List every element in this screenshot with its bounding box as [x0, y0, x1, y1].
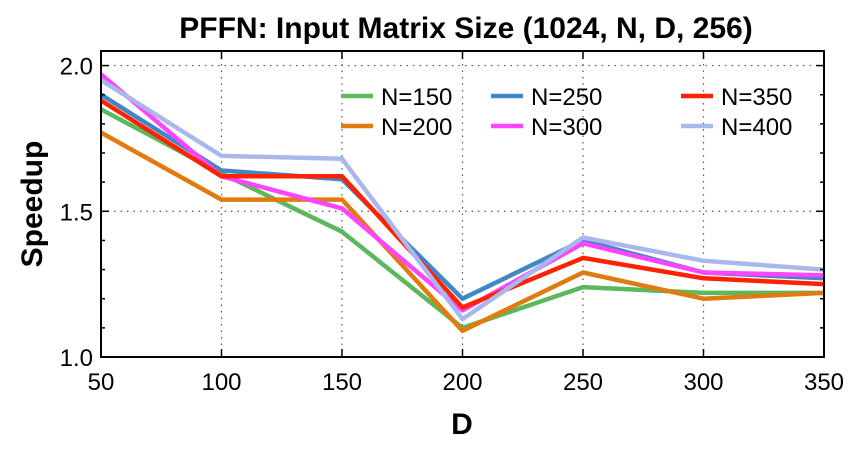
legend-label-1: N=200: [381, 114, 452, 141]
x-axis-label: D: [451, 408, 473, 441]
x-tick-label-2: 150: [322, 369, 362, 396]
legend: N=150 N=200 N=250 N=300 N=350 N=400: [341, 84, 792, 141]
series-line-n-400: [99, 78, 825, 322]
y-tick-label-1: 1.5: [60, 199, 93, 226]
series-line-n-250: [99, 92, 825, 301]
legend-label-0: N=150: [381, 84, 452, 111]
y-tick-labels: 1.0 1.5 2.0: [60, 54, 93, 372]
series-line-n-350: [99, 98, 825, 310]
x-tick-labels: 50 100 150 200 250 300 350: [88, 369, 844, 396]
legend-label-5: N=400: [721, 114, 792, 141]
x-tick-label-1: 100: [201, 369, 241, 396]
x-tick-label-3: 200: [442, 369, 482, 396]
series-line-n-200: [99, 130, 825, 334]
legend-label-2: N=250: [531, 84, 602, 111]
series-lines: [99, 72, 825, 334]
y-tick-label-2: 2.0: [60, 54, 93, 81]
x-tick-label-0: 50: [88, 369, 115, 396]
legend-label-4: N=350: [721, 84, 792, 111]
chart-title: PFFN: Input Matrix Size (1024, N, D, 256…: [179, 12, 752, 45]
y-axis-label: Speedup: [16, 141, 49, 268]
x-tick-label-4: 250: [563, 369, 603, 396]
x-tick-label-5: 300: [683, 369, 723, 396]
legend-label-3: N=300: [531, 114, 602, 141]
axis-ticks: [100, 51, 825, 357]
x-tick-label-6: 350: [804, 369, 844, 396]
y-tick-label-0: 1.0: [60, 345, 93, 372]
